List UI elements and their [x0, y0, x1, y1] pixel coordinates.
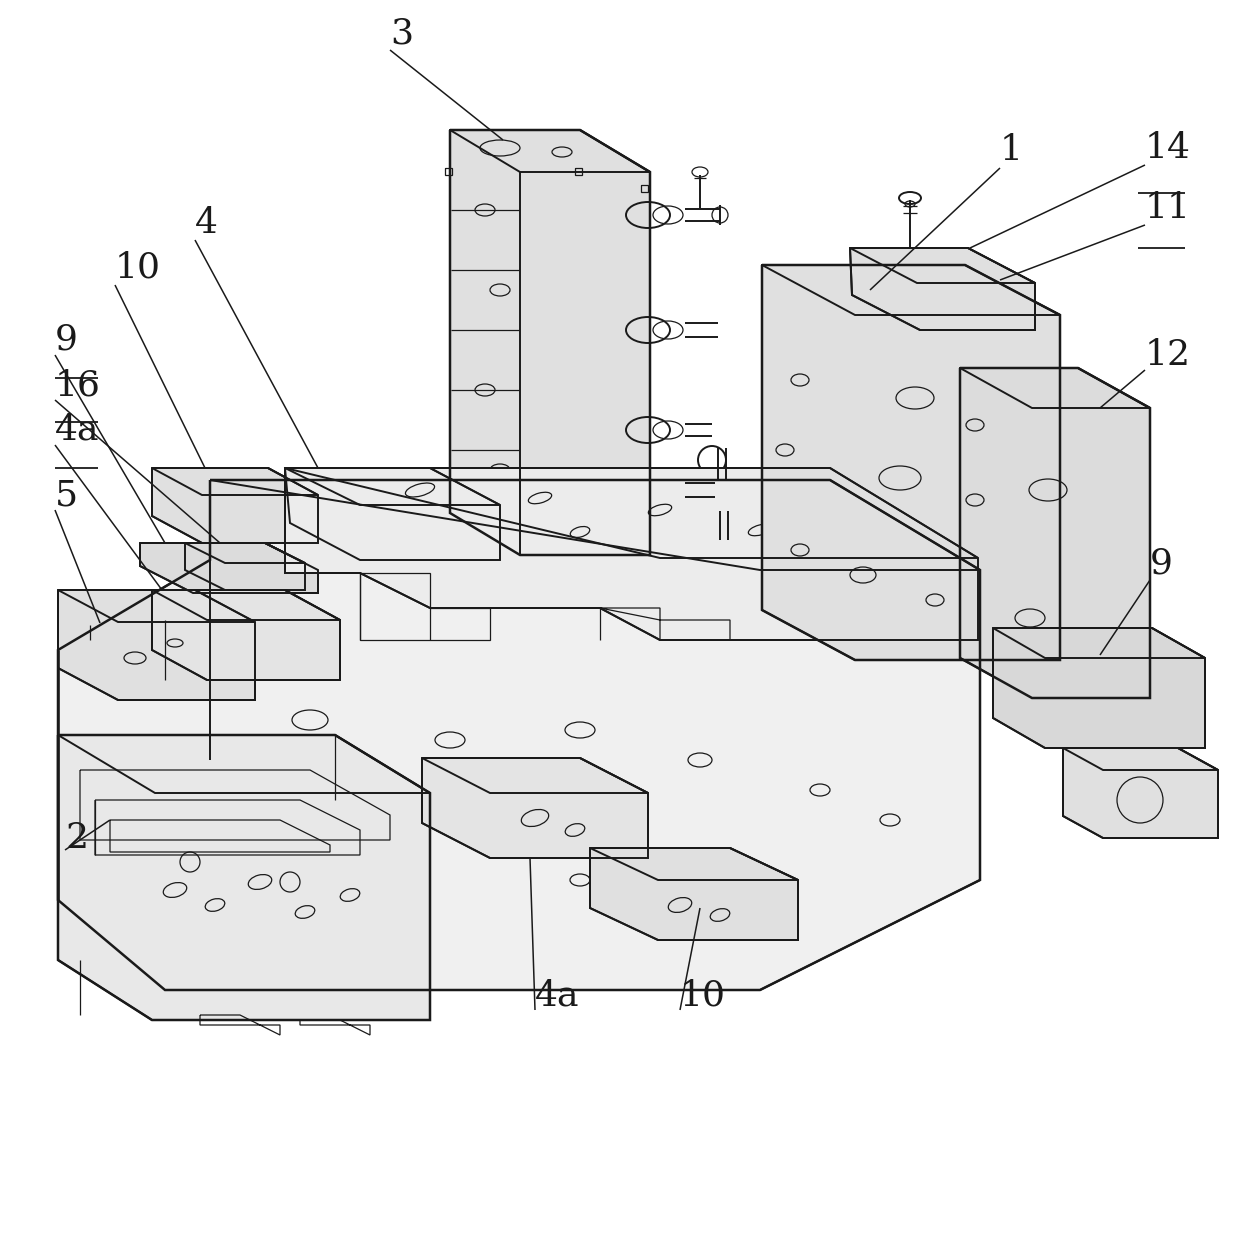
- Text: 4a: 4a: [55, 413, 99, 447]
- Text: 11: 11: [1145, 191, 1190, 225]
- Polygon shape: [422, 758, 649, 857]
- Text: 10: 10: [115, 252, 161, 285]
- Polygon shape: [140, 543, 317, 593]
- Polygon shape: [58, 735, 430, 1020]
- Polygon shape: [590, 847, 799, 940]
- Polygon shape: [1063, 748, 1218, 838]
- Text: 2: 2: [64, 821, 88, 855]
- Polygon shape: [285, 468, 500, 560]
- Text: 9: 9: [55, 323, 78, 357]
- Polygon shape: [185, 543, 305, 590]
- Polygon shape: [153, 590, 340, 680]
- Polygon shape: [450, 130, 650, 555]
- Text: 9: 9: [1149, 546, 1173, 580]
- Polygon shape: [993, 628, 1205, 748]
- Polygon shape: [285, 468, 978, 641]
- Polygon shape: [960, 368, 1149, 698]
- Text: 3: 3: [391, 16, 413, 50]
- Text: 12: 12: [1145, 338, 1190, 372]
- Text: 4: 4: [195, 206, 218, 240]
- Text: 5: 5: [55, 478, 78, 512]
- Polygon shape: [849, 248, 1035, 330]
- Text: 1: 1: [999, 133, 1023, 167]
- Text: 10: 10: [680, 978, 725, 1012]
- Polygon shape: [58, 590, 255, 700]
- Polygon shape: [153, 468, 317, 543]
- Polygon shape: [58, 479, 980, 990]
- Polygon shape: [763, 265, 1060, 660]
- Text: 16: 16: [55, 368, 100, 401]
- Text: 4a: 4a: [534, 978, 579, 1012]
- Text: 14: 14: [1145, 131, 1190, 165]
